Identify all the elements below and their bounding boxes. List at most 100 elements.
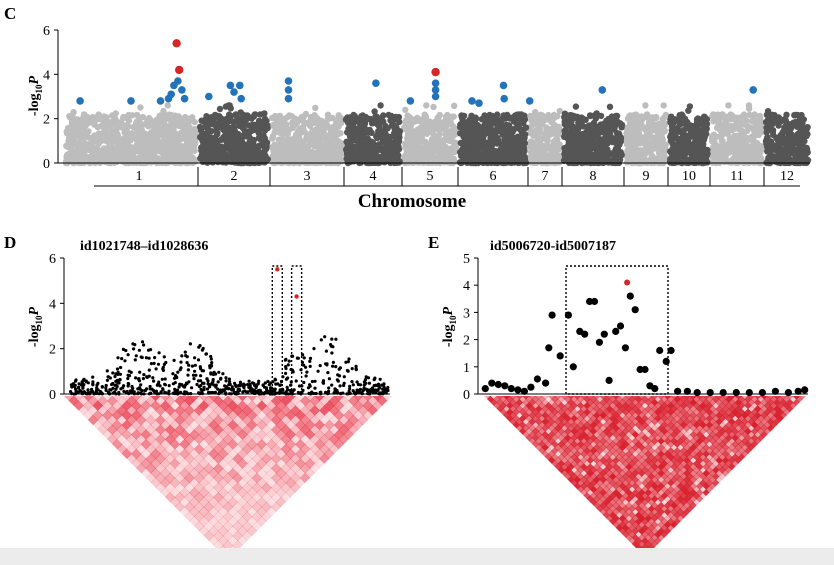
snp-point xyxy=(457,130,464,137)
ld-cell xyxy=(160,487,171,498)
ld-cell xyxy=(227,448,239,460)
ld-cell xyxy=(256,487,267,498)
ld-cell xyxy=(251,463,263,474)
manhattan-background-dark xyxy=(196,102,812,167)
snp-point xyxy=(416,126,423,134)
snp-point xyxy=(502,138,510,146)
snp-point xyxy=(783,159,791,166)
ld-cell xyxy=(217,467,229,479)
ld-cell xyxy=(203,434,214,445)
ld-cell xyxy=(145,424,157,435)
snp-point xyxy=(147,155,154,162)
ld-cell xyxy=(184,453,195,464)
ld-cell xyxy=(237,458,248,469)
ld-cell xyxy=(232,530,243,542)
snp-point xyxy=(630,155,637,162)
snp-point xyxy=(604,130,611,137)
snp-point xyxy=(118,120,126,128)
ld-cell xyxy=(174,501,185,513)
snp-point xyxy=(158,149,166,157)
snp-point xyxy=(134,128,141,135)
ld-cell xyxy=(92,400,103,411)
ld-cell xyxy=(150,396,161,402)
snp-point xyxy=(174,138,182,146)
snp-point xyxy=(269,134,276,141)
snp-point xyxy=(169,146,177,153)
snp-point xyxy=(391,125,398,132)
snp-point xyxy=(550,111,558,119)
snp-point xyxy=(575,131,583,138)
ld-cell xyxy=(164,472,176,484)
snp-point xyxy=(751,111,758,118)
snp-point xyxy=(486,111,493,119)
ld-cell xyxy=(102,419,113,431)
ld-cell xyxy=(242,530,253,542)
chromosome-label: 9 xyxy=(643,169,650,184)
ld-cell xyxy=(145,405,157,416)
snp-point xyxy=(612,112,620,120)
ld-cell xyxy=(256,506,267,517)
ld-cell xyxy=(121,439,132,450)
snp-point xyxy=(154,157,162,164)
ld-cell xyxy=(198,467,210,479)
ld-cell xyxy=(121,429,132,440)
ld-cell xyxy=(242,511,253,522)
snp-point xyxy=(371,151,378,158)
snp-point xyxy=(656,144,663,151)
ld-cell xyxy=(174,463,185,474)
snp-point xyxy=(74,140,81,148)
ld-cell xyxy=(237,448,248,460)
ld-cell xyxy=(184,501,195,513)
snp-point xyxy=(358,120,365,127)
snp-point xyxy=(175,113,182,120)
snp-point xyxy=(796,135,803,143)
snp-point xyxy=(186,133,194,141)
ld-cell xyxy=(155,434,166,445)
snp-point xyxy=(225,142,233,149)
ld-cell xyxy=(227,525,239,537)
snp-point xyxy=(294,132,302,139)
ld-cell xyxy=(111,410,123,421)
snp-point xyxy=(280,150,287,157)
snp-point xyxy=(556,107,563,115)
suggestive-snp xyxy=(230,88,238,96)
snp-point xyxy=(430,103,437,111)
ld-cell xyxy=(242,472,253,484)
ld-cell xyxy=(78,405,89,416)
snp-point xyxy=(72,125,80,133)
snp-point xyxy=(110,127,117,135)
ld-cell xyxy=(242,521,253,532)
snp-point xyxy=(745,135,752,142)
snp-point xyxy=(711,146,718,153)
ld-cell xyxy=(107,424,118,435)
suggestive-snp xyxy=(237,94,245,103)
ld-cell xyxy=(256,477,267,489)
snp-point xyxy=(648,153,655,160)
snp-point xyxy=(791,151,798,158)
ld-cell xyxy=(193,405,205,416)
ld-cell xyxy=(251,511,263,522)
snp-point xyxy=(628,147,636,155)
ld-cell xyxy=(184,414,195,426)
snp-point xyxy=(261,115,269,123)
snp-point xyxy=(517,127,525,134)
snp-point xyxy=(112,110,119,117)
snp-point xyxy=(205,118,212,126)
snp-point xyxy=(750,140,757,147)
chromosome-label: 1 xyxy=(136,169,143,184)
ld-cell xyxy=(237,506,248,517)
ld-cell xyxy=(217,429,229,440)
snp-point xyxy=(155,140,162,148)
snp-point xyxy=(358,113,365,120)
snp-point xyxy=(440,137,447,144)
ld-cell xyxy=(145,414,157,426)
ld-cell xyxy=(271,501,282,513)
snp-point xyxy=(225,157,233,164)
snp-point xyxy=(383,132,391,140)
ld-cell xyxy=(242,453,253,464)
ld-cell xyxy=(111,419,123,431)
snp-point xyxy=(638,121,645,128)
snp-point xyxy=(251,123,259,131)
snp-point xyxy=(477,124,485,131)
snp-point xyxy=(451,102,458,110)
